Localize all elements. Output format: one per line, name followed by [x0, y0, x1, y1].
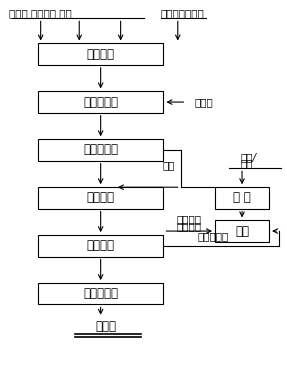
Text: 破碎、筛分: 破碎、筛分: [83, 287, 118, 300]
Text: 生石灰 固体燃料 返矿: 生石灰 固体燃料 返矿: [9, 9, 72, 18]
Bar: [215, 221, 269, 242]
Text: 添加水: 添加水: [194, 97, 213, 107]
Text: 烧结矿: 烧结矿: [95, 320, 116, 333]
Text: 空气/: 空气/: [241, 152, 257, 162]
Text: 冷　　却: 冷 却: [87, 239, 115, 252]
Text: 混匀、制粒: 混匀、制粒: [83, 95, 118, 108]
Text: 除尘: 除尘: [235, 225, 249, 238]
Bar: [38, 43, 164, 65]
Text: 氧气: 氧气: [241, 159, 253, 169]
Text: 高二恶英: 高二恶英: [177, 214, 202, 224]
Text: 环冷机废气: 环冷机废气: [197, 232, 228, 242]
Text: 区域废气: 区域废气: [177, 222, 202, 232]
Text: 布料、点火: 布料、点火: [83, 144, 118, 157]
Bar: [38, 139, 164, 161]
Bar: [38, 187, 164, 209]
Bar: [38, 235, 164, 256]
Bar: [38, 283, 164, 305]
Text: 配　　料: 配 料: [87, 48, 115, 61]
Text: 铁矿石（匀矿）: 铁矿石（匀矿）: [161, 9, 204, 18]
Text: 循环: 循环: [162, 160, 175, 170]
Text: 烧　　结: 烧 结: [87, 191, 115, 204]
Bar: [215, 187, 269, 209]
Bar: [38, 91, 164, 113]
Text: 混 合: 混 合: [233, 191, 251, 204]
